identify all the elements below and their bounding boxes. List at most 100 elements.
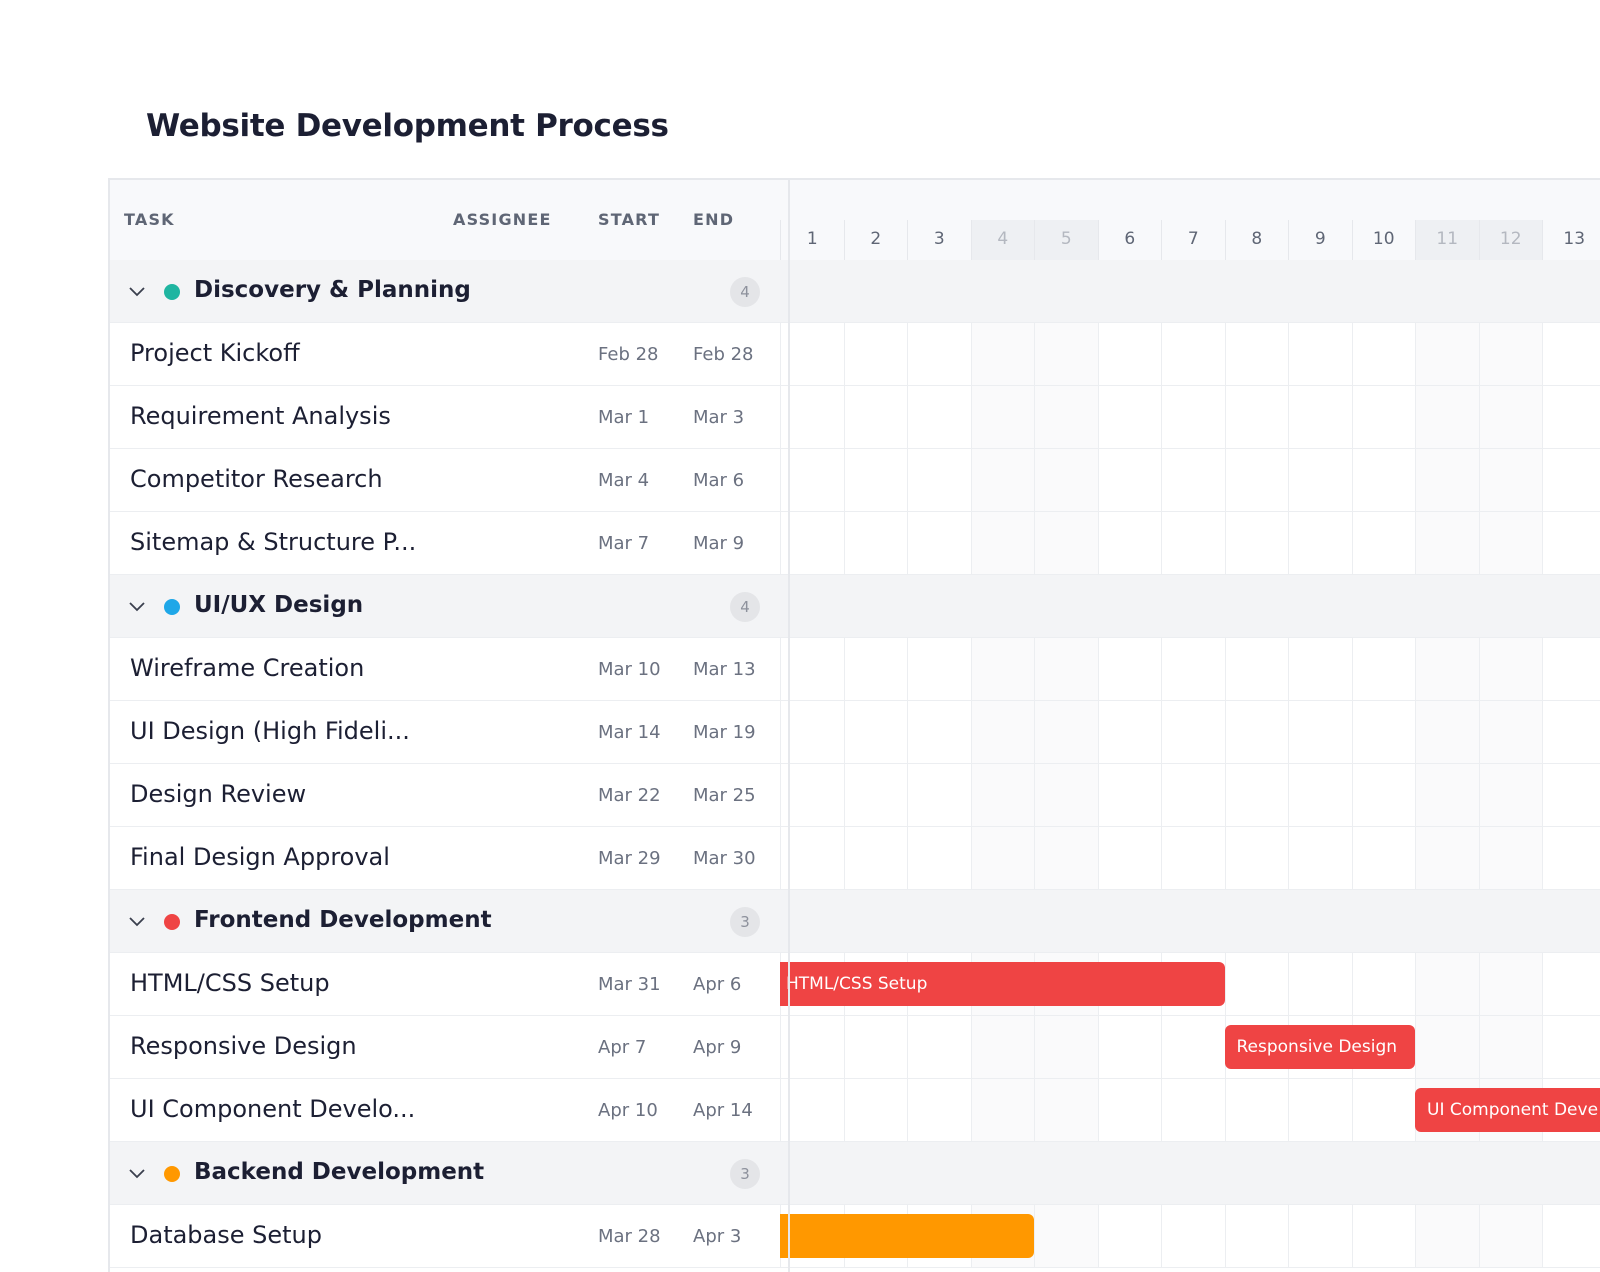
group-row[interactable]: Discovery & Planning 4 [110, 260, 788, 323]
column-header-start[interactable]: START [598, 210, 661, 229]
timeline-group-row [780, 890, 1600, 953]
timeline-cell [1351, 323, 1417, 385]
timeline-cell [1034, 1079, 1099, 1141]
task-name[interactable]: Final Design Approval [130, 843, 390, 871]
timeline-header: 1 2 3 4 5 6 7 8 9 10 11 12 13 [780, 180, 1600, 262]
timeline-day: 10 [1351, 220, 1416, 260]
group-name: Frontend Development [194, 907, 492, 933]
timeline-cell [970, 638, 1035, 700]
task-row[interactable]: Database Setup Mar 28 Apr 3 [110, 1205, 788, 1268]
timeline-task-row [780, 638, 1600, 701]
task-start-date: Mar 28 [598, 1226, 661, 1247]
task-start-date: Mar 22 [598, 785, 661, 806]
task-end-date: Apr 14 [693, 1100, 753, 1121]
group-row[interactable]: Frontend Development 3 [110, 890, 788, 953]
task-bar[interactable]: HTML/CSS Setup [780, 962, 1225, 1006]
timeline-task-row [780, 386, 1600, 449]
timeline-cell [970, 827, 1035, 889]
timeline-cell [1478, 953, 1543, 1015]
task-end-date: Apr 6 [693, 974, 742, 995]
task-bar[interactable]: UI Component Deve [1415, 1088, 1600, 1132]
timeline-cell [1478, 386, 1543, 448]
task-row[interactable]: Competitor Research Mar 4 Mar 6 [110, 449, 788, 512]
timeline-cell [1161, 386, 1226, 448]
timeline-task-row [780, 827, 1600, 890]
timeline-cell [843, 449, 909, 511]
task-table: TASK ASSIGNEE START END Discovery & Plan… [110, 180, 788, 1272]
timeline-cell [1224, 323, 1290, 385]
chevron-down-icon[interactable] [128, 282, 146, 300]
task-name[interactable]: Wireframe Creation [130, 654, 365, 682]
timeline-cell [1478, 638, 1543, 700]
timeline-cell [970, 512, 1035, 574]
timeline-cell [1288, 386, 1353, 448]
timeline-cell [843, 1016, 909, 1078]
chevron-down-icon[interactable] [128, 597, 146, 615]
task-name[interactable]: Competitor Research [130, 465, 383, 493]
timeline-cell [1288, 827, 1353, 889]
task-start-date: Mar 4 [598, 470, 650, 491]
timeline-cell [1415, 953, 1480, 1015]
task-start-date: Feb 28 [598, 344, 659, 365]
task-row[interactable]: Responsive Design Apr 7 Apr 9 [110, 1016, 788, 1079]
task-name[interactable]: Database Setup [130, 1221, 322, 1249]
column-header-assignee[interactable]: ASSIGNEE [453, 210, 552, 229]
column-header-end[interactable]: END [693, 210, 735, 229]
timeline-cell [970, 764, 1035, 826]
timeline-day: 8 [1224, 220, 1289, 260]
task-row[interactable]: Project Kickoff Feb 28 Feb 28 [110, 323, 788, 386]
timeline-cell [1224, 764, 1290, 826]
group-row[interactable]: Backend Development 3 [110, 1142, 788, 1205]
task-name[interactable]: Design Review [130, 780, 307, 808]
timeline-cell [1415, 386, 1480, 448]
task-name[interactable]: Responsive Design [130, 1032, 357, 1060]
task-name[interactable]: Sitemap & Structure P... [130, 528, 417, 556]
timeline-cell [907, 512, 972, 574]
timeline-cell [1097, 701, 1163, 763]
task-count-badge: 3 [730, 907, 760, 937]
group-name: UI/UX Design [194, 592, 364, 618]
timeline-cell [1097, 827, 1163, 889]
task-name[interactable]: HTML/CSS Setup [130, 969, 330, 997]
task-row[interactable]: Wireframe Creation Mar 10 Mar 13 [110, 638, 788, 701]
group-row[interactable]: UI/UX Design 4 [110, 575, 788, 638]
timeline-cell [1034, 1205, 1099, 1267]
task-bar[interactable] [780, 1214, 1034, 1258]
timeline-cell [1478, 449, 1543, 511]
pane-divider[interactable] [788, 180, 790, 1272]
timeline-group-row [780, 260, 1600, 323]
task-row[interactable]: Final Design Approval Mar 29 Mar 30 [110, 827, 788, 890]
task-row[interactable]: Design Review Mar 22 Mar 25 [110, 764, 788, 827]
task-row[interactable]: Requirement Analysis Mar 1 Mar 3 [110, 386, 788, 449]
group-color-dot [164, 914, 180, 930]
timeline-cell [1288, 323, 1353, 385]
timeline-cell [1161, 323, 1226, 385]
task-row[interactable]: UI Component Develo... Apr 10 Apr 14 [110, 1079, 788, 1142]
timeline-cell [970, 1079, 1035, 1141]
task-name[interactable]: UI Design (High Fideli... [130, 717, 410, 745]
timeline-cell [970, 449, 1035, 511]
task-row[interactable]: Sitemap & Structure P... Mar 7 Mar 9 [110, 512, 788, 575]
task-bar[interactable]: Responsive Design [1224, 1025, 1415, 1069]
timeline-cell [907, 386, 972, 448]
task-end-date: Mar 3 [693, 407, 745, 428]
timeline-cell [1415, 512, 1480, 574]
timeline-cell [1351, 638, 1417, 700]
timeline-cell [1288, 449, 1353, 511]
chevron-down-icon[interactable] [128, 1164, 146, 1182]
task-row[interactable]: UI Design (High Fideli... Mar 14 Mar 19 [110, 701, 788, 764]
task-row[interactable]: HTML/CSS Setup Mar 31 Apr 6 [110, 953, 788, 1016]
task-name[interactable]: Requirement Analysis [130, 402, 391, 430]
timeline-day: 4 [970, 220, 1034, 260]
task-rows: Discovery & Planning 4 Project Kickoff Feb … [110, 260, 788, 1268]
column-header-task[interactable]: TASK [124, 210, 175, 229]
timeline-cell [843, 701, 909, 763]
timeline-cell [1542, 638, 1600, 700]
chevron-down-icon[interactable] [128, 912, 146, 930]
task-name[interactable]: UI Component Develo... [130, 1095, 416, 1123]
timeline-cell [1351, 827, 1417, 889]
timeline-cell [970, 701, 1035, 763]
task-end-date: Feb 28 [693, 344, 754, 365]
task-name[interactable]: Project Kickoff [130, 339, 300, 367]
timeline-day: 7 [1161, 220, 1225, 260]
